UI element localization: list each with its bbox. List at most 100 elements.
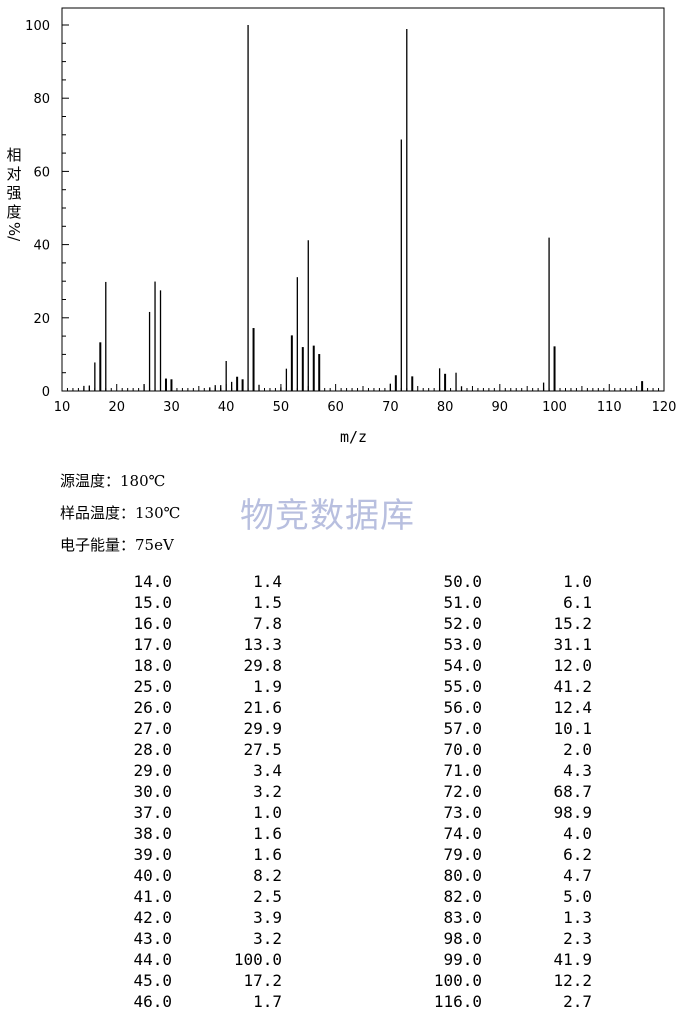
peak-row: 50.0 1.0 bbox=[410, 571, 592, 592]
peak-intensity: 2.3 bbox=[563, 929, 592, 948]
peak-intensity: 1.7 bbox=[253, 992, 282, 1011]
peak-intensity: 3.9 bbox=[253, 908, 282, 927]
peak-row: 16.0 7.8 bbox=[100, 613, 282, 634]
peak-mz: 46.0 bbox=[133, 992, 172, 1011]
peak-row: 30.0 3.2 bbox=[100, 781, 282, 802]
peak-row: 70.0 2.0 bbox=[410, 739, 592, 760]
peak-intensity: 6.1 bbox=[563, 593, 592, 612]
peak-intensity: 2.5 bbox=[253, 887, 282, 906]
peak-mz: 70.0 bbox=[443, 740, 482, 759]
peak-row: 83.0 1.3 bbox=[410, 907, 592, 928]
x-tick-label: 30 bbox=[163, 400, 180, 415]
y-tick-label: 60 bbox=[33, 165, 50, 180]
peak-mz: 98.0 bbox=[443, 929, 482, 948]
peak-mz: 16.0 bbox=[133, 614, 172, 633]
peak-row: 55.0 41.2 bbox=[410, 676, 592, 697]
peak-row: 18.0 29.8 bbox=[100, 655, 282, 676]
peak-intensity: 1.0 bbox=[563, 572, 592, 591]
peak-row: 37.0 1.0 bbox=[100, 802, 282, 823]
peak-mz: 41.0 bbox=[133, 887, 172, 906]
x-tick-label: 90 bbox=[492, 400, 509, 415]
peak-intensity: 1.9 bbox=[253, 677, 282, 696]
sample-temperature: 样品温度：130℃ bbox=[60, 502, 180, 534]
param-label: 源温度： bbox=[60, 472, 121, 490]
peak-intensity: 3.4 bbox=[253, 761, 282, 780]
y-tick-label: 80 bbox=[33, 92, 50, 107]
peak-mz: 52.0 bbox=[443, 614, 482, 633]
param-label: 样品温度： bbox=[60, 504, 136, 522]
peak-intensity: 1.6 bbox=[253, 845, 282, 864]
peak-intensity: 2.7 bbox=[563, 992, 592, 1011]
peak-mz: 53.0 bbox=[443, 635, 482, 654]
peak-row: 56.0 12.4 bbox=[410, 697, 592, 718]
x-tick-label: 20 bbox=[108, 400, 125, 415]
peak-intensity: 6.2 bbox=[563, 845, 592, 864]
peak-mz: 99.0 bbox=[443, 950, 482, 969]
peak-mz: 25.0 bbox=[133, 677, 172, 696]
source-temperature: 源温度：180℃ bbox=[60, 470, 180, 502]
peak-row: 45.0 17.2 bbox=[100, 970, 282, 991]
y-tick-label: 40 bbox=[33, 239, 50, 254]
peak-mz: 82.0 bbox=[443, 887, 482, 906]
peak-row: 25.0 1.9 bbox=[100, 676, 282, 697]
peak-row: 98.0 2.3 bbox=[410, 928, 592, 949]
peak-intensity: 12.0 bbox=[553, 656, 592, 675]
peak-intensity: 13.3 bbox=[243, 635, 282, 654]
peak-intensity: 1.0 bbox=[253, 803, 282, 822]
peak-mz: 55.0 bbox=[443, 677, 482, 696]
peak-intensity: 1.6 bbox=[253, 824, 282, 843]
x-tick-label: 70 bbox=[382, 400, 399, 415]
peak-mz: 29.0 bbox=[133, 761, 172, 780]
peak-row: 71.0 4.3 bbox=[410, 760, 592, 781]
x-tick-label: 60 bbox=[327, 400, 344, 415]
y-axis-label-char: 对 bbox=[6, 165, 22, 183]
peak-mz: 38.0 bbox=[133, 824, 172, 843]
x-tick-label: 40 bbox=[218, 400, 235, 415]
peak-row: 116.0 2.7 bbox=[410, 991, 592, 1012]
peak-intensity: 10.1 bbox=[553, 719, 592, 738]
x-tick-label: 110 bbox=[597, 400, 622, 415]
peak-mz: 56.0 bbox=[443, 698, 482, 717]
peak-intensity: 1.5 bbox=[253, 593, 282, 612]
y-tick-label: 0 bbox=[42, 385, 50, 400]
peak-intensity: 2.0 bbox=[563, 740, 592, 759]
peak-row: 53.0 31.1 bbox=[410, 634, 592, 655]
peak-mz: 73.0 bbox=[443, 803, 482, 822]
peak-intensity: 4.7 bbox=[563, 866, 592, 885]
peak-row: 39.0 1.6 bbox=[100, 844, 282, 865]
peak-row: 100.0 12.2 bbox=[410, 970, 592, 991]
peak-mz: 42.0 bbox=[133, 908, 172, 927]
peak-row: 51.0 6.1 bbox=[410, 592, 592, 613]
peak-mz: 37.0 bbox=[133, 803, 172, 822]
peak-row: 14.0 1.4 bbox=[100, 571, 282, 592]
peak-mz: 17.0 bbox=[133, 635, 172, 654]
peak-mz: 51.0 bbox=[443, 593, 482, 612]
electron-energy: 电子能量：75eV bbox=[60, 534, 180, 566]
peak-mz: 71.0 bbox=[443, 761, 482, 780]
peak-intensity: 68.7 bbox=[553, 782, 592, 801]
peak-intensity: 1.3 bbox=[563, 908, 592, 927]
peak-intensity: 5.0 bbox=[563, 887, 592, 906]
peak-row: 43.0 3.2 bbox=[100, 928, 282, 949]
peak-intensity: 4.3 bbox=[563, 761, 592, 780]
peak-intensity: 31.1 bbox=[553, 635, 592, 654]
peak-row: 28.0 27.5 bbox=[100, 739, 282, 760]
peak-mz: 100.0 bbox=[433, 971, 482, 990]
y-tick-label: 20 bbox=[33, 312, 50, 327]
peak-row: 74.0 4.0 bbox=[410, 823, 592, 844]
peak-row: 29.0 3.4 bbox=[100, 760, 282, 781]
x-tick-label: 50 bbox=[273, 400, 290, 415]
peak-row: 42.0 3.9 bbox=[100, 907, 282, 928]
peak-mz: 26.0 bbox=[133, 698, 172, 717]
peak-intensity: 21.6 bbox=[243, 698, 282, 717]
peak-row: 72.0 68.7 bbox=[410, 781, 592, 802]
x-tick-label: 120 bbox=[652, 400, 677, 415]
peak-mz: 80.0 bbox=[443, 866, 482, 885]
y-axis-label-char: 相 bbox=[6, 146, 22, 164]
peak-row: 40.0 8.2 bbox=[100, 865, 282, 886]
peak-mz: 43.0 bbox=[133, 929, 172, 948]
peak-intensity: 3.2 bbox=[253, 782, 282, 801]
peak-row: 57.0 10.1 bbox=[410, 718, 592, 739]
peak-mz: 50.0 bbox=[443, 572, 482, 591]
watermark: 物竞数据库 bbox=[240, 496, 415, 536]
